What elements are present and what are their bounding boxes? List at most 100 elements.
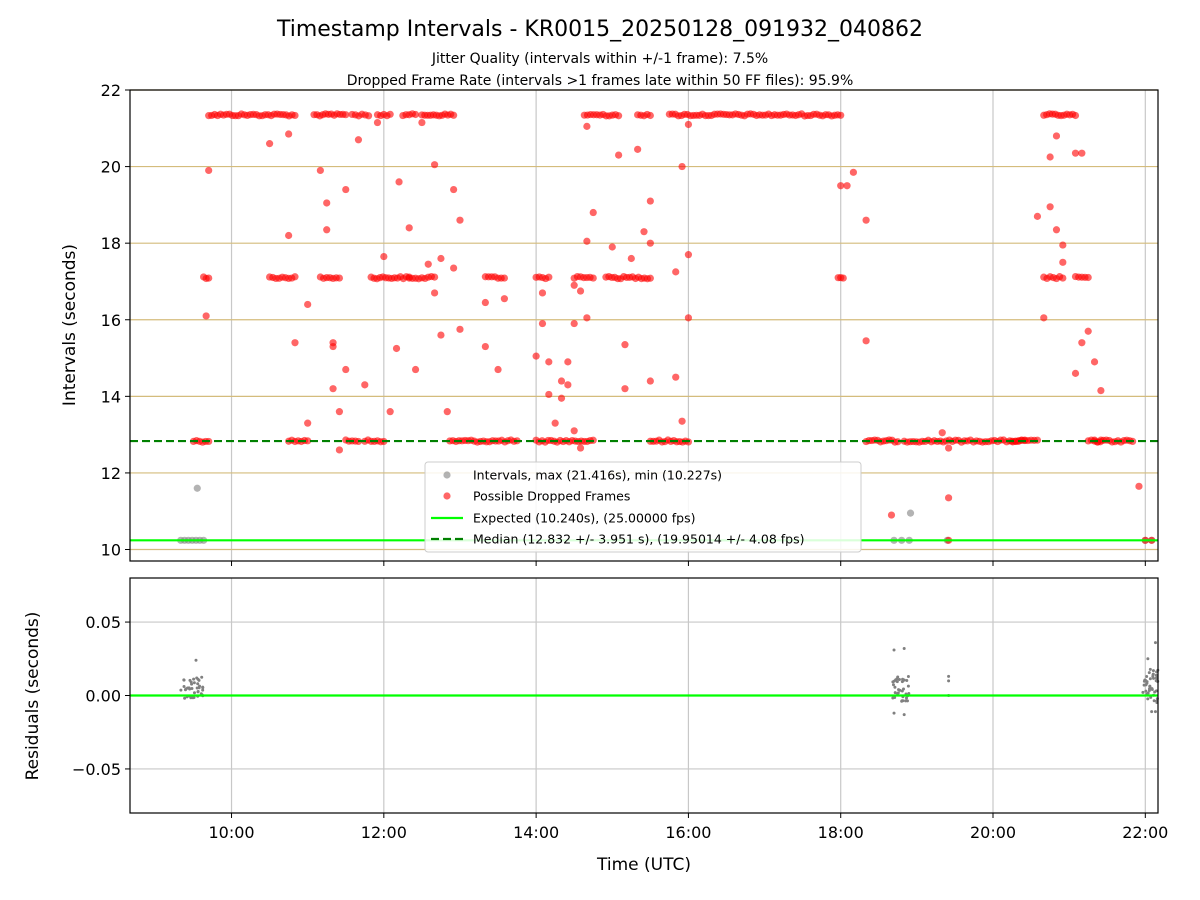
dropped-frame-point-48: [557, 377, 566, 385]
residual-cluster-1-point-11: [898, 688, 902, 692]
dropped-frame-run-12-point-4: [411, 110, 420, 119]
dropped-frame-point-99: [1084, 327, 1092, 335]
dropped-frame-point-36: [456, 216, 464, 224]
dropped-frame-point-51: [564, 358, 572, 366]
xtick-label-14:00: 14:00: [513, 823, 559, 842]
xtick-label-22:00: 22:00: [1122, 823, 1168, 842]
residual-cluster-1-point-9: [897, 677, 901, 681]
dropped-frame-point-63: [621, 341, 629, 349]
bottom-ytick-label-2: −0.05: [72, 760, 121, 779]
dropped-frame-point-29: [430, 161, 439, 169]
residual-point-4: [902, 713, 906, 717]
dropped-frame-point-27: [418, 118, 426, 127]
dropped-frame-point-69: [646, 197, 654, 205]
residual-cluster-0-point-12: [198, 684, 202, 688]
x-axis-label: Time (UTC): [596, 855, 691, 875]
dropped-frame-point-79: [843, 182, 851, 190]
xtick-label-20:00: 20:00: [970, 823, 1016, 842]
dropped-frame-point-28: [424, 260, 432, 268]
residual-cluster-2-point-11: [1148, 667, 1152, 671]
legend-entry-3: Median (12.832 +/- 3.951 s), (19.95014 +…: [473, 532, 804, 547]
residual-cluster-2-point-26: [1147, 671, 1151, 675]
dropped-frame-point-97: [1071, 369, 1080, 377]
dropped-frame-point-53: [570, 319, 578, 328]
residual-cluster-1-point-20: [905, 679, 909, 683]
dropped-frame-point-71: [672, 373, 680, 381]
residual-cluster-0-point-15: [192, 681, 196, 685]
residual-point-11: [1146, 657, 1150, 661]
dropped-frame-point-42: [532, 352, 540, 360]
residual-cluster-0-point-3: [192, 677, 196, 681]
chart-subtitle-jitter: Jitter Quality (intervals within +/-1 fr…: [431, 51, 768, 67]
legend-interval-marker: [443, 471, 451, 479]
top-ytick-label-10: 10: [101, 541, 121, 560]
residual-point-1: [892, 648, 896, 652]
residual-point-0: [194, 658, 198, 662]
dropped-frame-point-88: [1040, 314, 1048, 322]
dropped-frame-point-6: [304, 300, 312, 309]
legend-box: [424, 461, 862, 553]
dropped-frame-point-95: [1071, 149, 1080, 157]
dropped-frame-run-21-point-15: [646, 274, 654, 282]
dropped-frame-point-47: [551, 419, 559, 427]
residual-cluster-2-point-36: [1150, 687, 1154, 691]
dropped-frame-point-21: [380, 252, 388, 261]
dropped-frame-point-83: [887, 511, 896, 519]
dropped-frame-point-39: [481, 298, 489, 307]
dropped-frame-point-31: [443, 408, 451, 416]
dropped-frame-run-22-point-4: [646, 111, 654, 120]
dropped-frame-point-74: [678, 417, 686, 425]
xtick-label-12:00: 12:00: [361, 823, 407, 842]
xtick-label-10:00: 10:00: [208, 823, 254, 842]
residual-cluster-2-point-22: [1152, 676, 1156, 680]
residual-cluster-1-point-24: [905, 696, 909, 700]
dropped-frame-point-0: [205, 166, 213, 175]
top-plot-frame: [129, 89, 1159, 562]
dropped-frame-run-8-point-5: [364, 112, 373, 120]
dropped-frame-point-14: [342, 185, 350, 194]
residual-cluster-1-point-33: [893, 695, 897, 699]
dropped-frame-point-61: [608, 243, 616, 251]
residual-cluster-2-point-7: [1146, 697, 1150, 701]
dropped-frame-point-44: [538, 289, 547, 297]
residual-cluster-2-point-42: [1142, 679, 1146, 683]
residual-cluster-1-point-23: [891, 683, 895, 687]
bottom-plot: 0.05 0.00 −0.05 10:00 12:00 14:00 16:00 18:00 20…: [72, 577, 1168, 842]
dropped-frame-point-37: [456, 325, 464, 333]
dropped-frame-point-56: [583, 314, 591, 322]
dropped-frame-point-4: [291, 339, 299, 347]
bottom-ytick-label-0: 0.05: [85, 613, 121, 632]
residual-cluster-1-point-19: [893, 685, 897, 689]
dropped-frame-point-98: [1078, 339, 1086, 347]
dropped-frame-point-2: [266, 140, 274, 148]
residual-cluster-0-point-20: [183, 696, 187, 700]
dropped-frame-point-100: [1090, 358, 1099, 366]
residual-cluster-1-point-30: [904, 699, 908, 703]
residual-cluster-0-point-38: [179, 688, 183, 692]
dropped-frame-point-22: [386, 408, 394, 416]
top-ytick-label-14: 14: [101, 387, 121, 406]
residual-cluster-0-point-6: [182, 684, 186, 688]
dropped-frame-point-96: [1078, 149, 1086, 157]
dropped-frame-point-40: [494, 365, 502, 374]
residual-cluster-0-point-36: [192, 696, 196, 700]
residual-point-10: [1153, 710, 1157, 714]
dropped-frame-point-67: [640, 228, 648, 236]
dropped-frame-point-66: [634, 145, 642, 153]
legend-entry-1: Possible Dropped Frames: [473, 489, 630, 504]
dropped-frame-point-8: [316, 166, 324, 175]
dropped-frame-point-23: [392, 344, 401, 353]
dropped-frame-run-6-point-6: [335, 274, 344, 282]
dropped-frame-point-43: [538, 319, 547, 328]
dropped-frame-run-4-point-6: [304, 437, 312, 445]
dropped-frame-point-32: [450, 185, 458, 194]
residual-cluster-0-point-33: [201, 685, 205, 689]
top-ytick-label-18: 18: [101, 234, 121, 253]
residual-point-5: [947, 679, 951, 683]
residual-cluster-2-point-34: [1152, 699, 1156, 703]
dropped-frame-point-20: [373, 118, 382, 127]
dropped-frame-run-30-point-11: [1071, 111, 1080, 120]
dropped-frame-point-19: [329, 342, 337, 351]
residual-cluster-1-point-34: [893, 691, 897, 695]
dropped-frame-run-26-point-11: [894, 438, 902, 446]
